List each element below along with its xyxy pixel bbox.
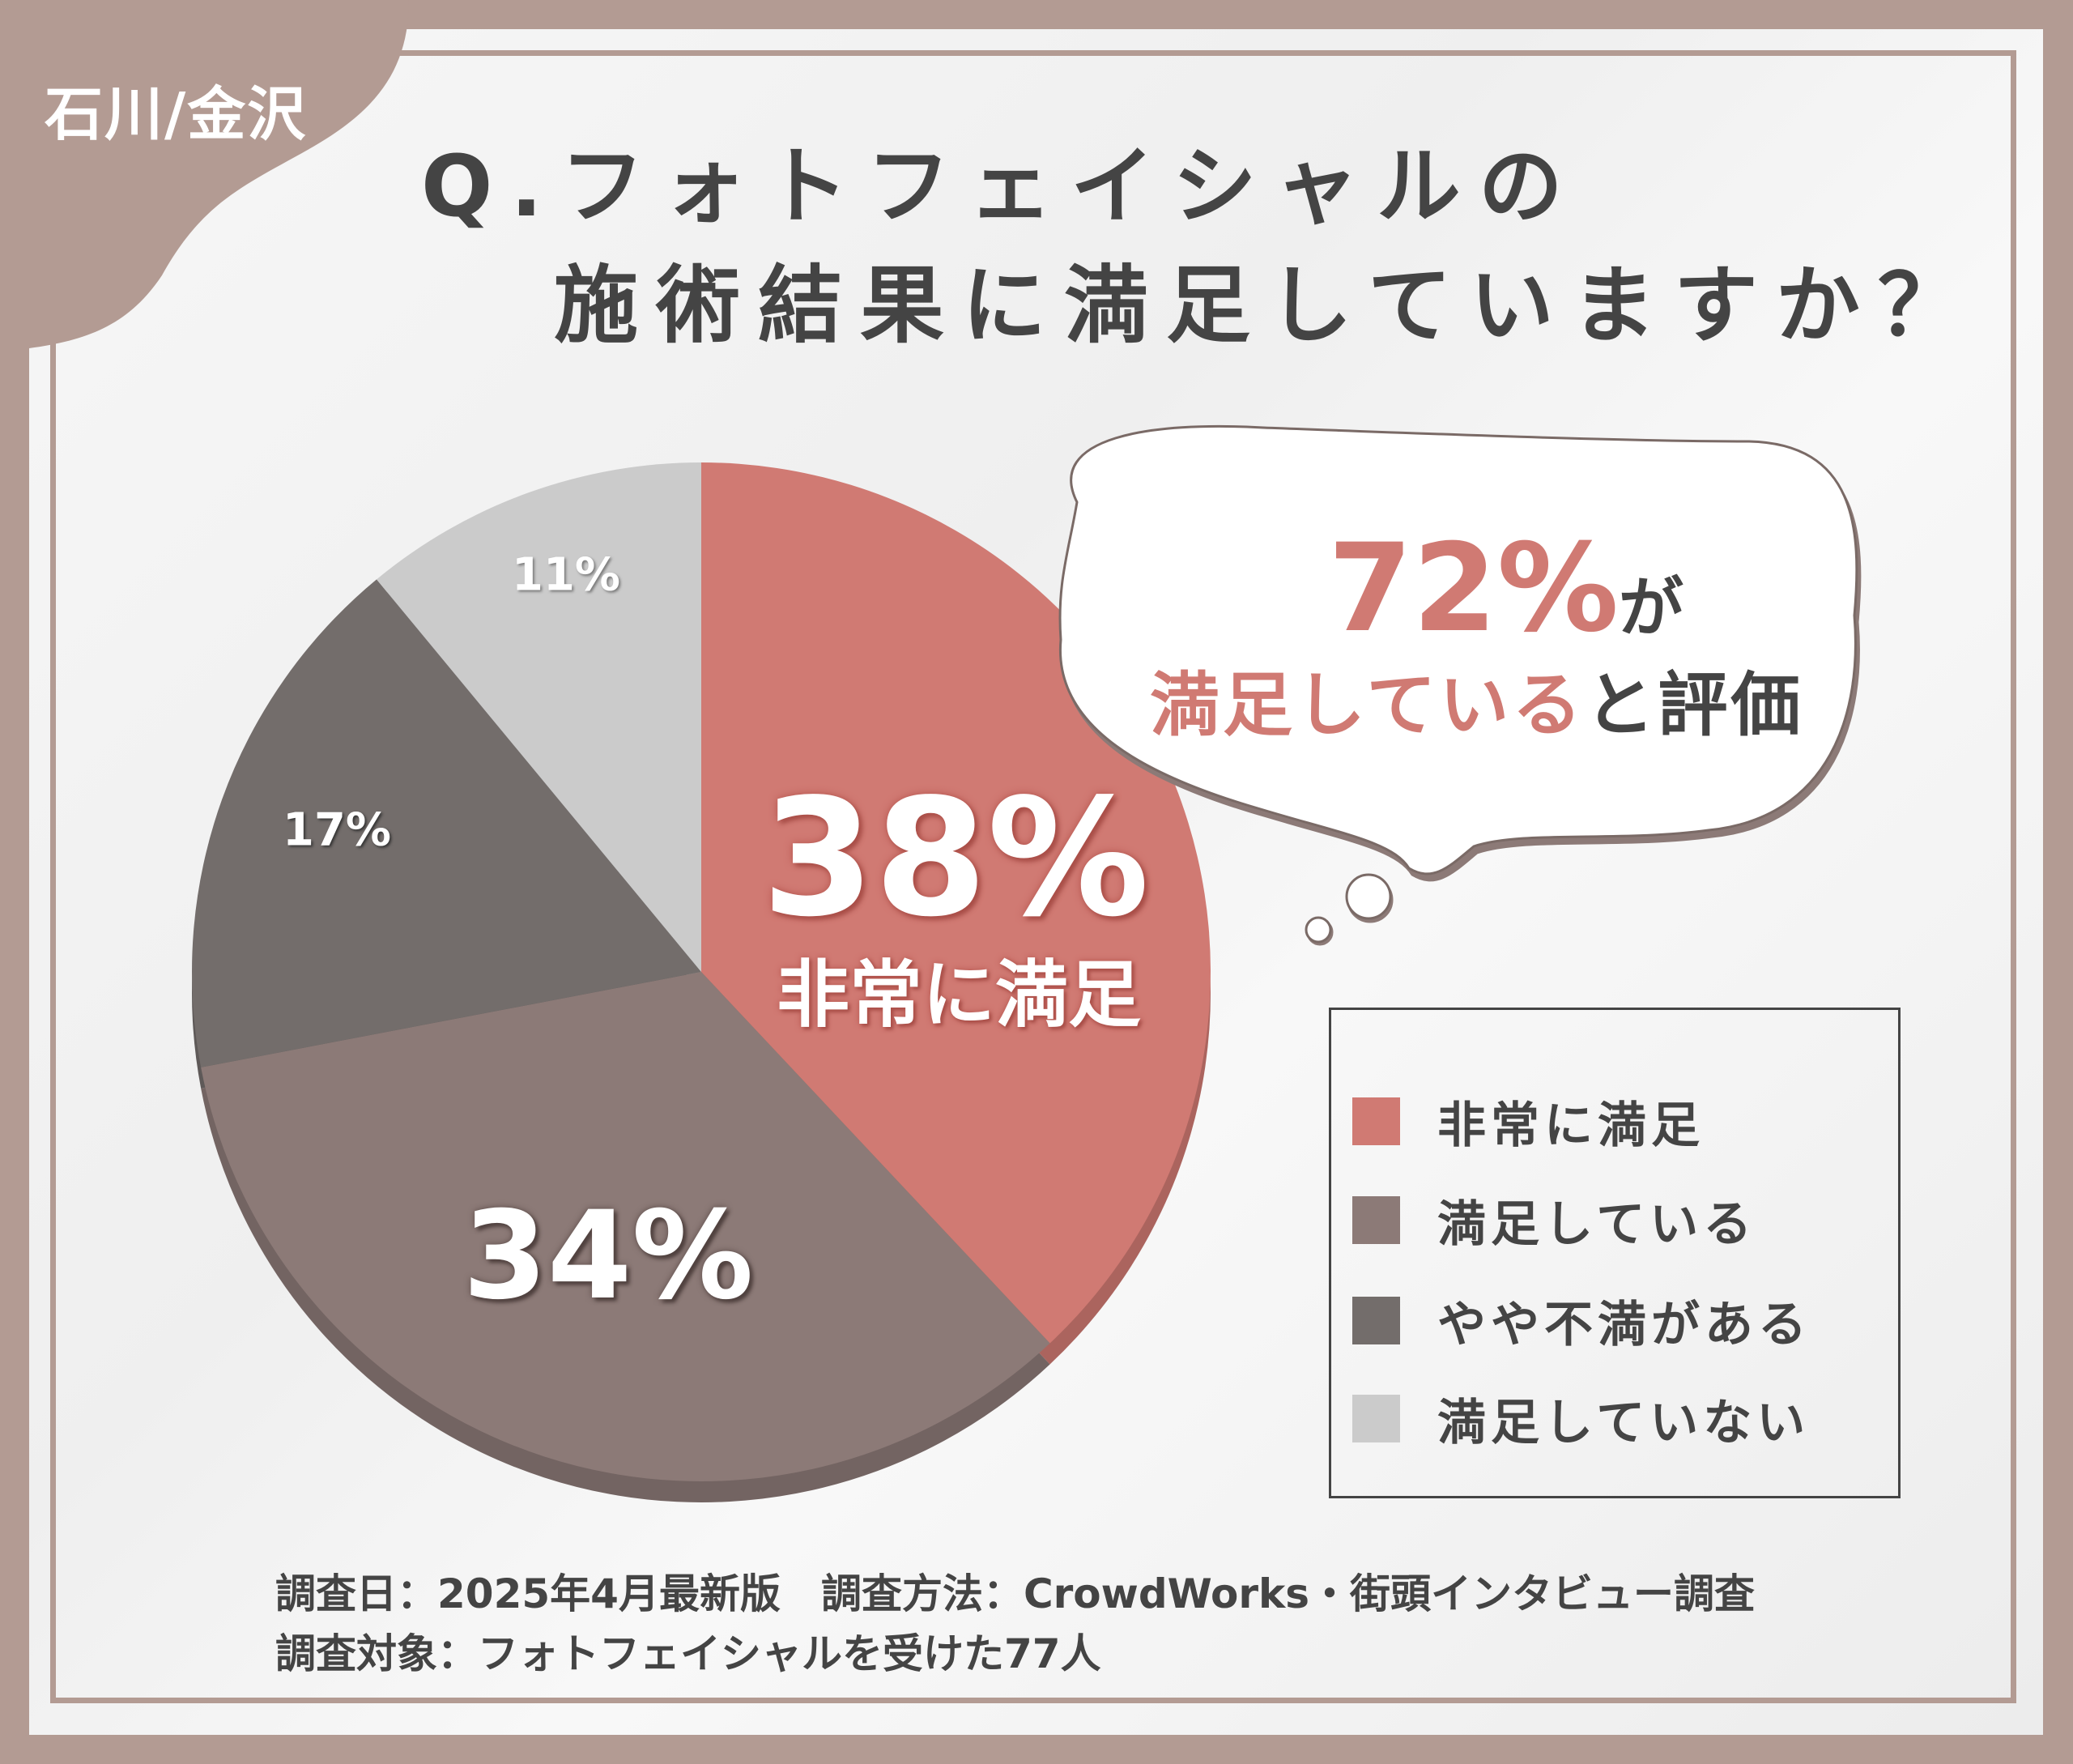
legend-swatch [1352,1097,1400,1145]
legend-label: 満足していない [1437,1395,1811,1451]
legend-label: 満足している [1437,1196,1757,1253]
legend-label: 非常に満足 [1437,1097,1705,1154]
legend-swatch [1352,1297,1400,1344]
slice-label-satisfied: 34% [462,1186,754,1327]
pie-slice-1 [201,972,1050,1481]
pie-slice-3 [377,462,701,972]
legend-item: 満足している [1352,1185,1756,1255]
callout-value: 72% [1328,518,1620,659]
title-line2: 施術結果に満足していますか？ [554,256,1980,355]
callout-particle: が [1619,570,1684,646]
slice-label-not-satisfied: 11% [511,548,621,602]
slice-label-very-satisfied: 38% [761,764,1150,953]
callout-line2: 満足していると評価 [1150,648,1803,749]
legend-swatch [1352,1395,1400,1442]
legend-swatch [1352,1196,1400,1244]
callout-rest: と評価 [1585,665,1804,746]
callout-highlight: 満足している [1150,665,1586,746]
legend-item: 満足していない [1352,1383,1810,1454]
legend-item: 非常に満足 [1352,1086,1705,1157]
frame-border [50,50,2016,1703]
slice-name-very-satisfied: 非常に満足 [777,952,1141,1038]
footer-survey-info: 調査日：2025年4月最新版 調査方法：CrowdWorks・街頭インタビュー調… [275,1570,1756,1617]
callout-line1: 72%が [1328,518,1684,659]
pie-slice-2 [191,579,701,1067]
legend: 非常に満足 満足している やや不満がある 満足していない [1329,1008,1901,1498]
title-line1: Q.フォトフェイシャルの [421,137,1581,236]
legend-item: やや不満がある [1352,1285,1811,1356]
region-badge-text: 石川/金沢 [45,80,308,148]
footer-survey-target: 調査対象：フォトフェイシャルを受けた77人 [275,1630,1101,1677]
corner-badge [0,0,409,348]
legend-label: やや不満がある [1437,1297,1811,1353]
slice-label-somewhat-dissatisfied: 17% [282,803,392,857]
